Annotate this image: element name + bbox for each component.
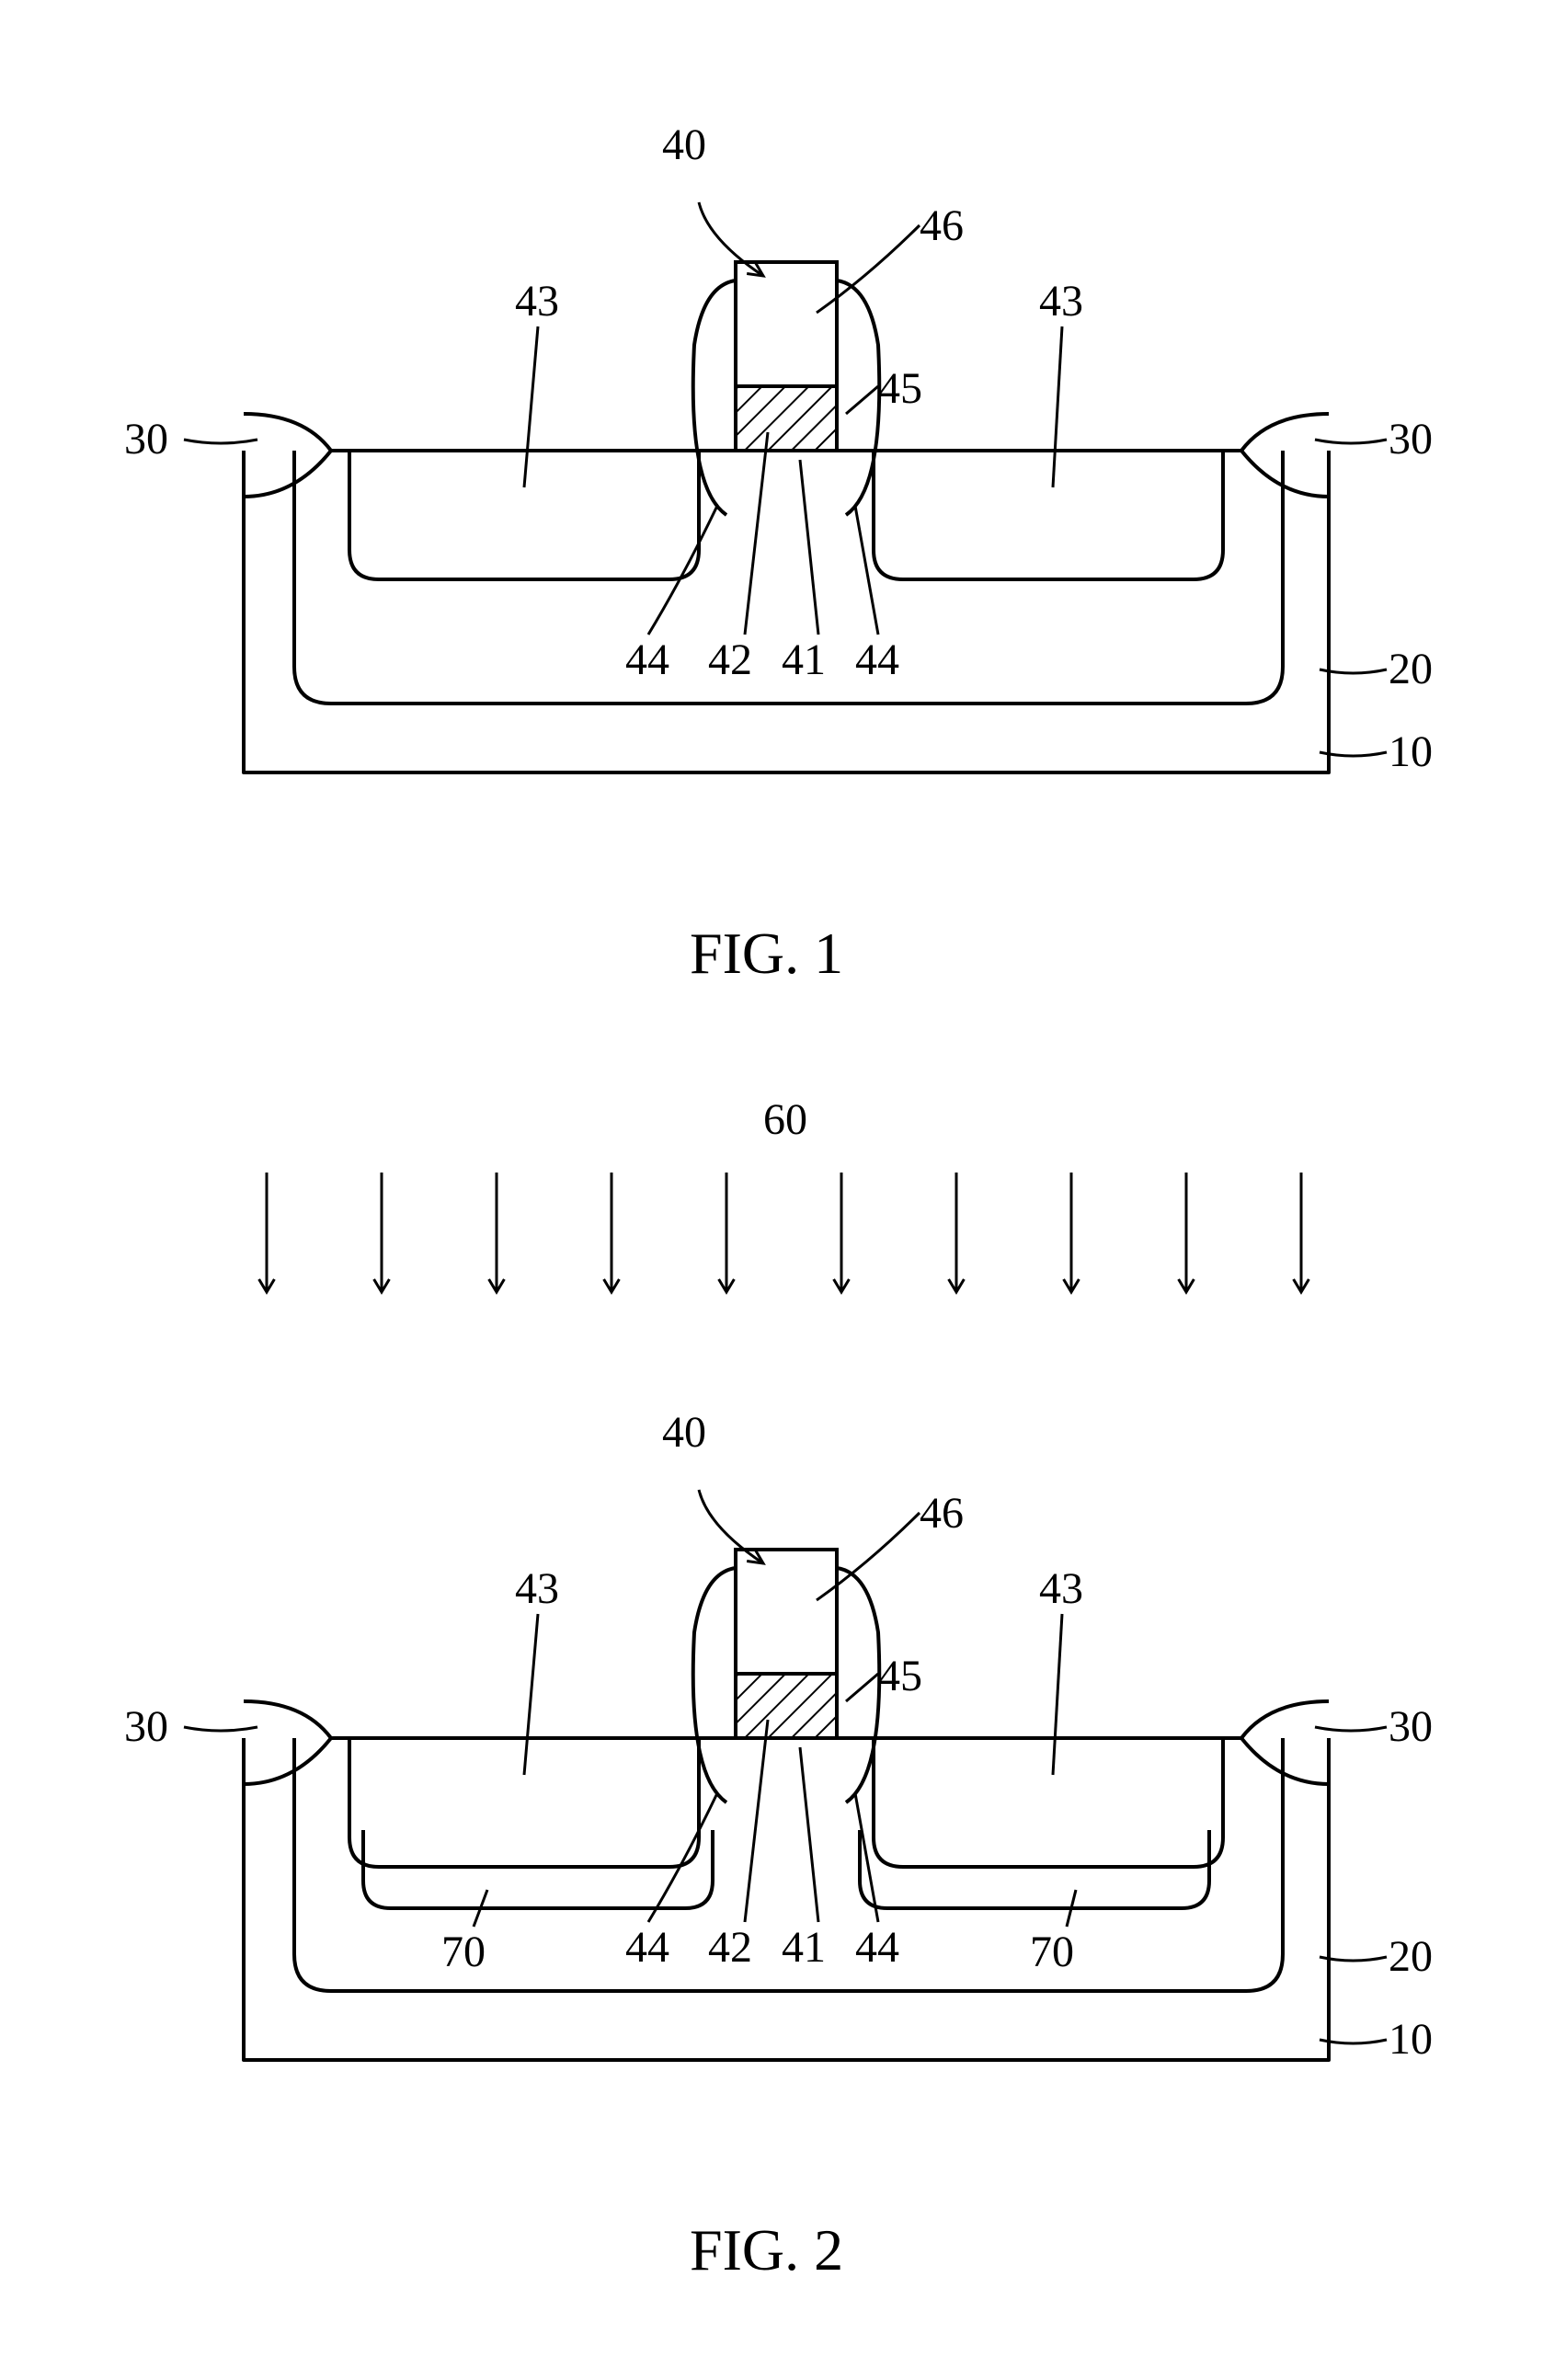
ref-f2-41: 41: [782, 1922, 826, 1973]
ref-f1-45: 45: [878, 363, 922, 414]
ref-f2-60: 60: [763, 1094, 807, 1145]
ref-f2-45: 45: [878, 1651, 922, 1701]
ref-f1-30L: 30: [124, 414, 168, 464]
ref-f2-70L: 70: [441, 1927, 486, 1977]
ref-fig2-caption: FIG. 2: [690, 2216, 843, 2284]
ref-f1-46: 46: [920, 200, 964, 251]
ref-f2-30L: 30: [124, 1701, 168, 1752]
ref-f2-44L: 44: [625, 1922, 669, 1973]
ref-f1-30R: 30: [1389, 414, 1433, 464]
ref-fig1-caption: FIG. 1: [690, 920, 843, 988]
ref-f2-10: 10: [1389, 2014, 1433, 2065]
ref-f2-46: 46: [920, 1488, 964, 1539]
ref-f2-43L: 43: [515, 1563, 559, 1614]
ref-f2-42: 42: [708, 1922, 752, 1973]
ref-f2-30R: 30: [1389, 1701, 1433, 1752]
ref-f1-41: 41: [782, 635, 826, 685]
ref-f2-40: 40: [662, 1407, 706, 1458]
ref-f2-43R: 43: [1039, 1563, 1083, 1614]
ref-f1-42: 42: [708, 635, 752, 685]
ref-f1-43L: 43: [515, 276, 559, 326]
diagram-svg: [0, 0, 1566, 2380]
ref-f1-43R: 43: [1039, 276, 1083, 326]
ref-f2-20: 20: [1389, 1931, 1433, 1982]
ref-f1-10: 10: [1389, 727, 1433, 777]
ref-f1-44R: 44: [855, 635, 899, 685]
ref-f2-44R: 44: [855, 1922, 899, 1973]
ref-f2-70R: 70: [1030, 1927, 1074, 1977]
ref-f1-20: 20: [1389, 644, 1433, 694]
ref-f1-40: 40: [662, 120, 706, 170]
ref-f1-44L: 44: [625, 635, 669, 685]
